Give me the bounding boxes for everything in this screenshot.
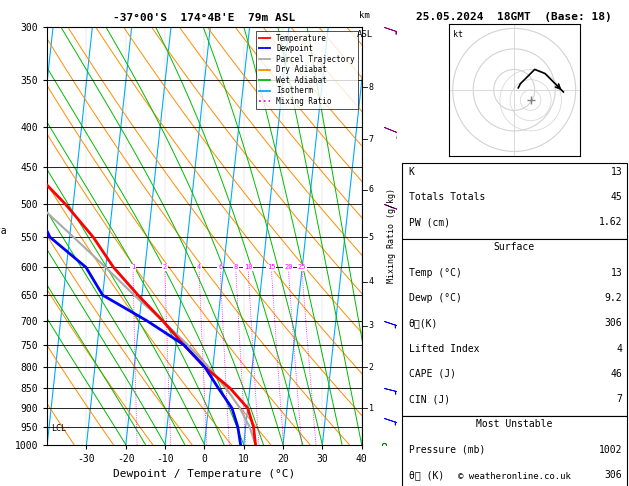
- Text: CIN (J): CIN (J): [409, 394, 450, 404]
- Text: Mixing Ratio (g/kg): Mixing Ratio (g/kg): [387, 188, 396, 283]
- Text: 9.2: 9.2: [604, 293, 622, 303]
- Text: Dewp (°C): Dewp (°C): [409, 293, 462, 303]
- Text: Most Unstable: Most Unstable: [476, 419, 552, 429]
- Text: Lifted Index: Lifted Index: [409, 344, 479, 353]
- Text: ASL: ASL: [357, 30, 372, 39]
- Text: 1: 1: [131, 264, 135, 270]
- Text: 2: 2: [163, 264, 167, 270]
- Text: 8: 8: [233, 264, 238, 270]
- Text: 4: 4: [197, 264, 201, 270]
- Legend: Temperature, Dewpoint, Parcel Trajectory, Dry Adiabat, Wet Adiabat, Isotherm, Mi: Temperature, Dewpoint, Parcel Trajectory…: [255, 31, 358, 109]
- Text: 1002: 1002: [599, 445, 622, 454]
- Text: 13: 13: [610, 167, 622, 176]
- Text: Temp (°C): Temp (°C): [409, 268, 462, 278]
- Text: θᴇ(K): θᴇ(K): [409, 318, 438, 328]
- Text: 10: 10: [244, 264, 252, 270]
- FancyBboxPatch shape: [402, 163, 626, 239]
- Text: 6: 6: [218, 264, 222, 270]
- Text: K: K: [409, 167, 415, 176]
- Text: kt: kt: [453, 31, 463, 39]
- FancyBboxPatch shape: [402, 416, 626, 486]
- Text: 46: 46: [610, 369, 622, 379]
- Text: 6: 6: [369, 185, 374, 194]
- Text: 1: 1: [369, 403, 374, 413]
- Text: 1.62: 1.62: [599, 217, 622, 227]
- FancyBboxPatch shape: [402, 239, 626, 416]
- Text: Pressure (mb): Pressure (mb): [409, 445, 485, 454]
- Text: PW (cm): PW (cm): [409, 217, 450, 227]
- Text: 7: 7: [616, 394, 622, 404]
- X-axis label: Dewpoint / Temperature (°C): Dewpoint / Temperature (°C): [113, 469, 296, 479]
- Text: Totals Totals: Totals Totals: [409, 192, 485, 202]
- Text: θᴇ (K): θᴇ (K): [409, 470, 444, 480]
- Text: 45: 45: [610, 192, 622, 202]
- Text: 5: 5: [369, 233, 374, 242]
- Text: 25.05.2024  18GMT  (Base: 18): 25.05.2024 18GMT (Base: 18): [416, 12, 612, 22]
- Text: LCL: LCL: [51, 424, 66, 433]
- Text: 2: 2: [369, 363, 374, 372]
- Text: © weatheronline.co.uk: © weatheronline.co.uk: [458, 472, 571, 481]
- Text: 306: 306: [604, 318, 622, 328]
- Text: Surface: Surface: [494, 243, 535, 252]
- Text: 25: 25: [298, 264, 306, 270]
- Text: 4: 4: [369, 277, 374, 286]
- Text: 306: 306: [604, 470, 622, 480]
- Text: 4: 4: [616, 344, 622, 353]
- Text: 13: 13: [610, 268, 622, 278]
- Text: 20: 20: [284, 264, 292, 270]
- Text: CAPE (J): CAPE (J): [409, 369, 455, 379]
- Text: km: km: [359, 11, 370, 20]
- Text: 3: 3: [369, 321, 374, 330]
- Y-axis label: hPa: hPa: [0, 226, 7, 236]
- Text: 7: 7: [369, 135, 374, 144]
- Text: 8: 8: [369, 83, 374, 92]
- Text: 15: 15: [267, 264, 276, 270]
- Title: -37°00'S  174°4B'E  79m ASL: -37°00'S 174°4B'E 79m ASL: [113, 13, 296, 23]
